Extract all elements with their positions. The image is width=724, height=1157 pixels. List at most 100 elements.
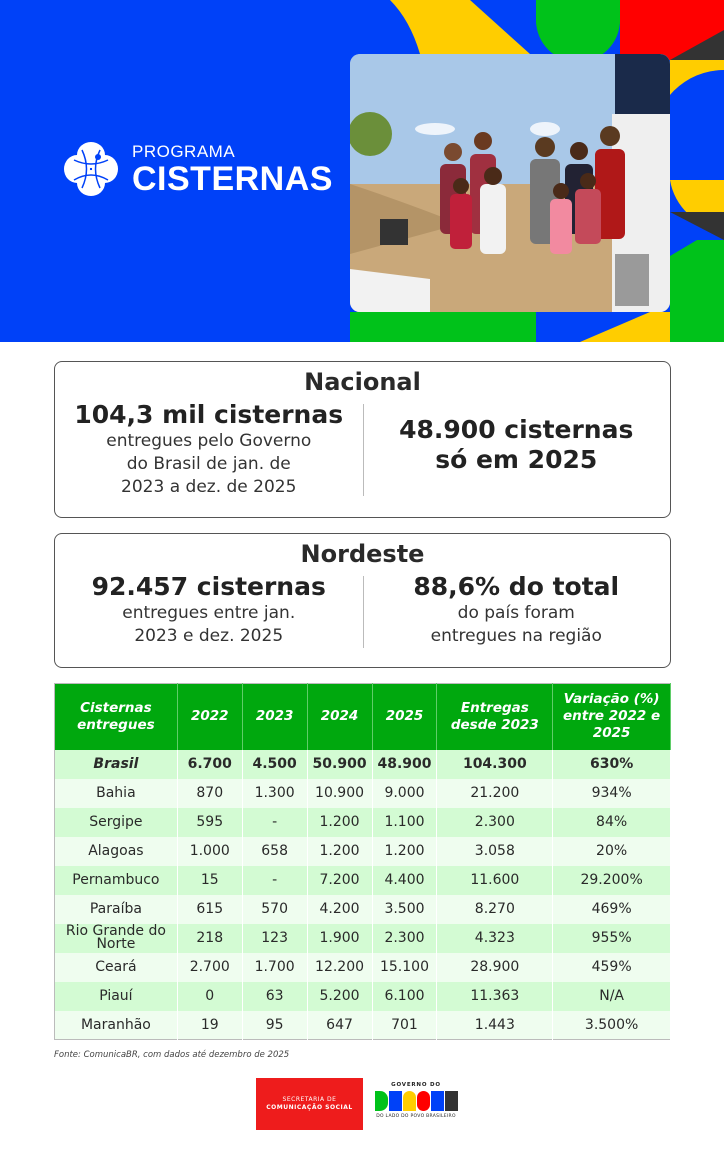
cell: 123: [242, 923, 308, 953]
nacional-stats-card: Nacional 104,3 mil cisternas entregues p…: [54, 361, 671, 518]
governo-brasil-logo: GOVERNO DO DO LADO DO POVO BRASILEIRO: [370, 1082, 462, 1128]
nordeste-title: Nordeste: [300, 540, 425, 568]
table-row: Brasil 6.700 4.500 50.900 48.900 104.300 630%: [54, 749, 671, 779]
cell: 1.200: [372, 836, 438, 866]
cell: 20%: [552, 836, 671, 866]
col-header-variation: Variação (%) entre 2022 e 2025: [552, 683, 671, 750]
cell: 469%: [552, 894, 671, 924]
cell: 11.600: [436, 865, 554, 895]
col-header-state: Cisternas entregues: [54, 683, 178, 750]
cell: 630%: [552, 749, 671, 779]
cell: 4.323: [436, 923, 554, 953]
brasil-wordmark-icon: [370, 1091, 462, 1111]
cisternas-table: Cisternas entregues 2022 2023 2024 2025 …: [54, 683, 671, 1040]
nordeste-total-value: 92.457 cisternas: [91, 572, 326, 601]
cell-state: Rio Grande do Norte: [54, 923, 178, 953]
cell: 459%: [552, 952, 671, 982]
logo-subtitle: PROGRAMA: [132, 141, 236, 161]
secom-line1: SECRETARIA DE: [282, 1096, 337, 1103]
cell-state: Sergipe: [54, 807, 178, 837]
cell: 934%: [552, 778, 671, 808]
cell: 8.270: [436, 894, 554, 924]
nacional-total-desc-line1: entregues pelo Governo: [106, 431, 312, 451]
cell: 3.500: [372, 894, 438, 924]
logo-title: CISTERNAS: [132, 159, 333, 198]
nacional-2025-value-line2: só em 2025: [435, 445, 598, 474]
cell: 595: [177, 807, 243, 837]
cell-state: Piauí: [54, 981, 178, 1011]
cell: 570: [242, 894, 308, 924]
cell: 1.000: [177, 836, 243, 866]
cell: 10.900: [307, 778, 373, 808]
secom-line2: COMUNICAÇÃO SOCIAL: [266, 1104, 353, 1111]
cell: 4.400: [372, 865, 438, 895]
cell: 28.900: [436, 952, 554, 982]
cell: 11.363: [436, 981, 554, 1011]
nordeste-share-value: 88,6% do total: [413, 572, 620, 601]
cell: 19: [177, 1010, 243, 1040]
hero-banner: PROGRAMA CISTERNAS: [0, 0, 724, 342]
table-row: Alagoas 1.000 658 1.200 1.200 3.058 20%: [54, 836, 671, 866]
cell: 6.100: [372, 981, 438, 1011]
cell: 615: [177, 894, 243, 924]
col-header-2022: 2022: [177, 683, 243, 750]
cell: 647: [307, 1010, 373, 1040]
cell: 870: [177, 778, 243, 808]
col-header-2024: 2024: [307, 683, 373, 750]
table-header-row: Cisternas entregues 2022 2023 2024 2025 …: [54, 683, 671, 750]
cell: 4.200: [307, 894, 373, 924]
cell: 1.100: [372, 807, 438, 837]
gov-bottom-text: DO LADO DO POVO BRASILEIRO: [376, 1114, 456, 1119]
gov-top-text: GOVERNO DO: [391, 1082, 441, 1088]
cell: N/A: [552, 981, 671, 1011]
cell: 63: [242, 981, 308, 1011]
cell: 1.300: [242, 778, 308, 808]
nacional-title: Nacional: [304, 368, 421, 396]
cell: 1.200: [307, 807, 373, 837]
table-row: Pernambuco 15-7.200 4.400 11.600 29.200%: [54, 865, 671, 895]
nacional-2025-value-line1: 48.900 cisternas: [399, 415, 634, 444]
cell: 1.900: [307, 923, 373, 953]
table-row: Maranhão 19 95 647 701 1.443 3.500%: [54, 1010, 671, 1040]
cell-state: Bahia: [54, 778, 178, 808]
source-note: Fonte: ComunicaBR, com dados até dezembr…: [54, 1050, 290, 1060]
programa-cisternas-logo: PROGRAMA CISTERNAS: [60, 138, 333, 200]
col-header-2023: 2023: [242, 683, 308, 750]
cell: 3.058: [436, 836, 554, 866]
cell: 218: [177, 923, 243, 953]
cell-state: Maranhão: [54, 1010, 178, 1040]
cell: 84%: [552, 807, 671, 837]
cell: 15.100: [372, 952, 438, 982]
table-row: Bahia 870 1.300 10.900 9.000 21.200 934%: [54, 778, 671, 808]
cell: 2.300: [372, 923, 438, 953]
nordeste-total-desc-line1: entregues entre jan.: [122, 603, 296, 623]
cell: -: [242, 865, 308, 895]
divider: [363, 404, 364, 496]
family-photo: [350, 54, 670, 312]
col-header-since-2023: Entregas desde 2023: [436, 683, 554, 750]
cell-state: Paraíba: [54, 894, 178, 924]
cell: 95: [242, 1010, 308, 1040]
cell: 0: [177, 981, 243, 1011]
cell: 4.500: [242, 749, 308, 779]
cell: 3.500%: [552, 1010, 671, 1040]
table-row: Paraíba 615 570 4.200 3.500 8.270 469%: [54, 894, 671, 924]
nordeste-stats-card: Nordeste 92.457 cisternas entregues entr…: [54, 533, 671, 668]
cell: 15: [177, 865, 243, 895]
cell: -: [242, 807, 308, 837]
table-row: Rio Grande do Norte 218 123 1.900 2.300 4.323…: [54, 923, 671, 953]
cell: 50.900: [307, 749, 373, 779]
cell: 5.200: [307, 981, 373, 1011]
cell: 104.300: [436, 749, 554, 779]
cell: 29.200%: [552, 865, 671, 895]
divider: [363, 576, 364, 648]
cell: 12.200: [307, 952, 373, 982]
cell: 701: [372, 1010, 438, 1040]
cell-state: Brasil: [54, 749, 178, 779]
nordeste-share-desc-line2: entregues na região: [430, 626, 602, 646]
cell: 7.200: [307, 865, 373, 895]
cell-state: Pernambuco: [54, 865, 178, 895]
col-header-2025: 2025: [372, 683, 438, 750]
nacional-total-desc-line3: 2023 a dez. de 2025: [121, 477, 297, 497]
nacional-total-value: 104,3 mil cisternas: [74, 400, 344, 429]
